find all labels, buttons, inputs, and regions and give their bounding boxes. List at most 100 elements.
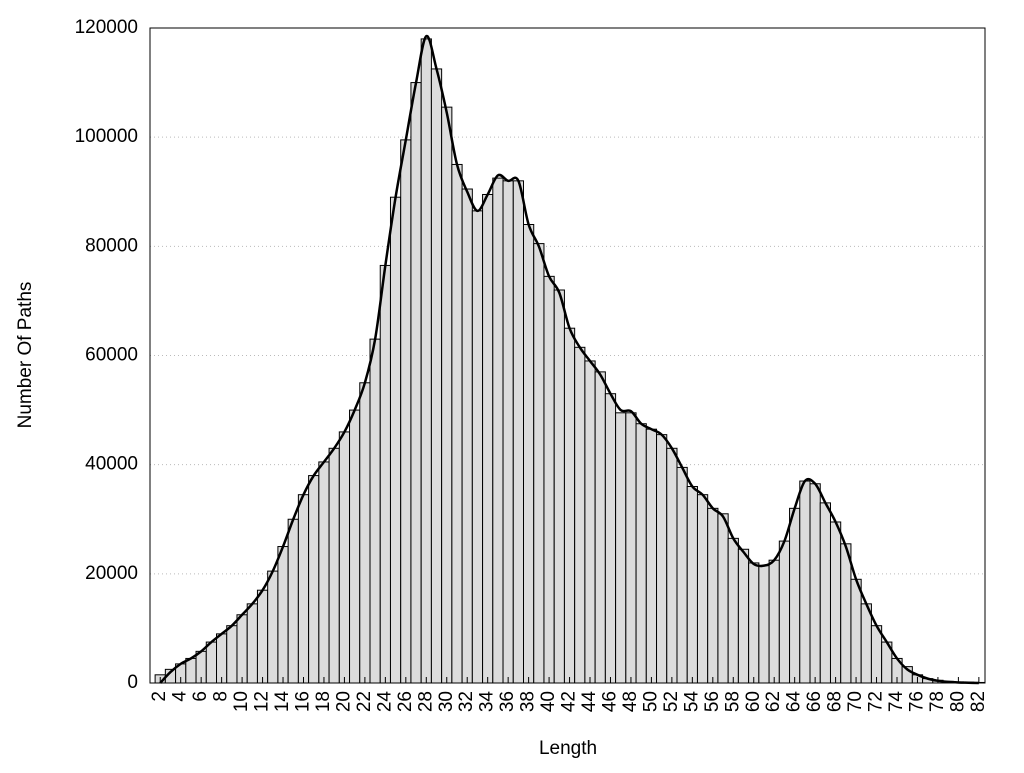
y-tick-label: 120000	[75, 17, 138, 38]
bar	[686, 486, 698, 684]
bar	[246, 603, 258, 684]
x-tick-label: 16	[293, 691, 314, 712]
bar	[563, 327, 576, 684]
bar	[461, 188, 473, 684]
bar	[604, 393, 617, 684]
bar	[420, 38, 432, 684]
bar	[809, 483, 821, 684]
bar	[768, 559, 780, 684]
x-tick-label: 74	[886, 691, 907, 713]
bar	[778, 540, 791, 684]
y-tick-label: 0	[127, 672, 138, 693]
bar	[216, 633, 228, 684]
x-tick-label: 22	[354, 691, 375, 712]
y-tick-label: 100000	[75, 126, 138, 147]
y-axis-label: Number Of Paths	[15, 282, 36, 429]
bar	[727, 537, 739, 684]
x-tick-label: 14	[272, 691, 293, 713]
x-tick-label: 40	[538, 691, 559, 712]
bar	[625, 412, 637, 684]
x-tick-label: 80	[947, 691, 968, 712]
bar	[799, 480, 811, 684]
bar	[471, 210, 484, 684]
bar	[205, 641, 218, 684]
bar	[502, 180, 514, 684]
bar	[850, 578, 862, 684]
y-tick-label: 40000	[85, 454, 138, 475]
bar	[369, 338, 381, 684]
bar	[318, 461, 330, 684]
bar	[410, 82, 422, 684]
x-tick-label: 50	[640, 691, 661, 712]
x-tick-label: 10	[231, 691, 252, 712]
bar	[338, 431, 351, 684]
bar	[543, 275, 555, 684]
bar	[451, 163, 463, 684]
x-tick-label: 18	[313, 691, 334, 712]
bar	[267, 570, 279, 684]
bar	[287, 518, 299, 684]
x-tick-label: 4	[170, 691, 191, 702]
x-tick-label: 66	[804, 691, 825, 712]
x-tick-label: 46	[599, 691, 620, 712]
x-tick-label: 6	[190, 691, 211, 702]
x-tick-label: 76	[906, 691, 927, 712]
x-tick-label: 48	[620, 691, 641, 712]
x-tick-label: 82	[968, 691, 989, 712]
x-tick-label: 30	[436, 691, 457, 712]
bar	[482, 193, 494, 684]
bar	[277, 546, 289, 684]
x-tick-label: 60	[743, 691, 764, 712]
bar	[297, 494, 310, 684]
bar	[860, 603, 872, 684]
x-tick-label: 54	[681, 691, 702, 713]
bar	[328, 447, 340, 684]
bar	[492, 177, 504, 684]
x-tick-label: 12	[252, 691, 273, 712]
x-tick-label: 62	[763, 691, 784, 712]
x-tick-label: 38	[518, 691, 539, 712]
y-tick-label: 60000	[85, 345, 138, 366]
bar	[594, 371, 606, 684]
x-tick-label: 20	[333, 691, 354, 712]
plot-frame	[149, 27, 986, 684]
bar	[789, 507, 801, 684]
x-tick-label: 56	[702, 691, 723, 712]
y-tick-label: 20000	[85, 563, 138, 584]
bar	[400, 139, 412, 684]
bar	[870, 625, 883, 684]
bar	[553, 289, 565, 684]
x-tick-label: 8	[211, 691, 232, 702]
bar	[676, 466, 688, 684]
curve	[159, 34, 979, 685]
bar	[389, 196, 402, 684]
bar	[717, 513, 729, 684]
bar	[226, 625, 238, 684]
x-tick-label: 26	[395, 691, 416, 712]
x-tick-label: 2	[149, 691, 170, 702]
x-tick-label: 24	[374, 691, 395, 713]
bar	[512, 180, 524, 684]
x-tick-label: 78	[927, 691, 948, 712]
bar	[574, 346, 586, 684]
x-tick-label: 58	[722, 691, 743, 712]
bar	[584, 360, 596, 684]
x-tick-label: 64	[784, 691, 805, 713]
bar	[256, 589, 269, 684]
bar	[707, 507, 719, 684]
x-tick-label: 28	[415, 691, 436, 712]
bar	[430, 68, 443, 684]
x-tick-label: 70	[845, 691, 866, 712]
bar	[533, 243, 545, 684]
bar	[645, 428, 658, 684]
bar	[748, 562, 760, 684]
bar	[359, 382, 371, 684]
bar	[522, 224, 535, 684]
bar	[840, 543, 852, 684]
bar	[308, 475, 320, 684]
bar	[379, 264, 391, 684]
x-tick-label: 42	[559, 691, 580, 712]
bar	[819, 502, 831, 684]
x-axis-label: Length	[539, 738, 597, 759]
